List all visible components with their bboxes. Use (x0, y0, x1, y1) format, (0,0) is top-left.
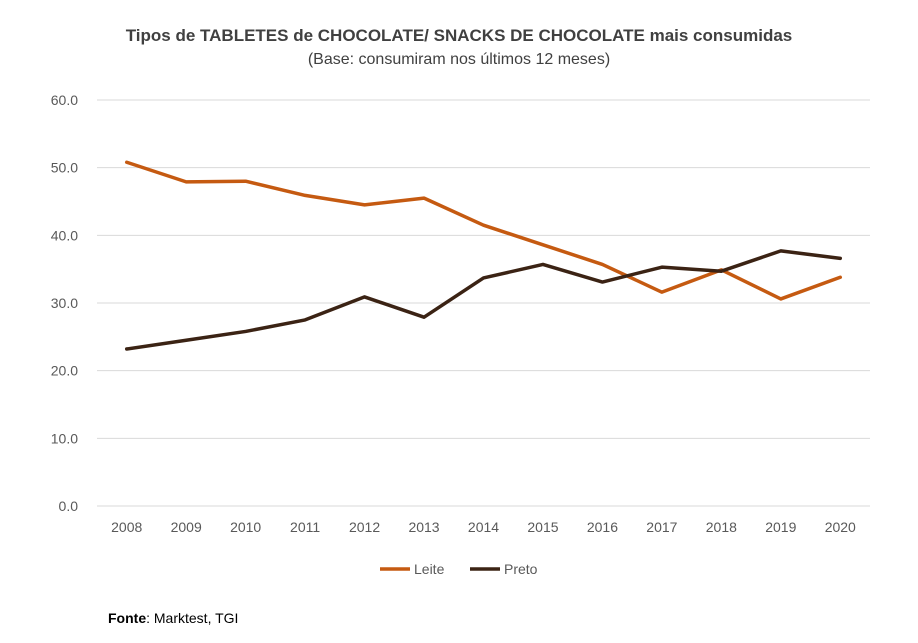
y-tick-label: 50.0 (51, 160, 78, 176)
y-tick-label: 40.0 (51, 227, 78, 243)
y-tick-label: 0.0 (59, 498, 79, 514)
chart-title: Tipos de TABLETES de CHOCOLATE/ SNACKS D… (125, 26, 793, 45)
x-tick-label: 2013 (408, 519, 439, 535)
x-tick-label: 2020 (825, 519, 856, 535)
x-tick-label: 2008 (111, 519, 142, 535)
y-tick-label: 10.0 (51, 430, 78, 446)
x-tick-label: 2012 (349, 519, 380, 535)
y-tick-label: 30.0 (51, 295, 78, 311)
source-text: : Marktest, TGI (146, 610, 239, 626)
x-tick-label: 2011 (290, 519, 320, 535)
source-note: Fonte: Marktest, TGI (108, 610, 238, 626)
x-tick-label: 2019 (765, 519, 796, 535)
x-tick-label: 2009 (171, 519, 202, 535)
series-line-preto (124, 249, 843, 351)
x-tick-label: 2015 (527, 519, 558, 535)
x-tick-label: 2018 (706, 519, 737, 535)
legend-label-preto: Preto (504, 561, 538, 577)
x-tick-label: 2017 (646, 519, 677, 535)
y-tick-label: 20.0 (51, 363, 78, 379)
x-tick-label: 2014 (468, 519, 499, 535)
source-label: Fonte (108, 610, 147, 626)
legend-label-leite: Leite (414, 561, 445, 577)
x-tick-label: 2016 (587, 519, 618, 535)
y-tick-label: 60.0 (51, 92, 78, 108)
x-tick-label: 2010 (230, 519, 261, 535)
chart-subtitle: (Base: consumiram nos últimos 12 meses) (307, 51, 611, 68)
